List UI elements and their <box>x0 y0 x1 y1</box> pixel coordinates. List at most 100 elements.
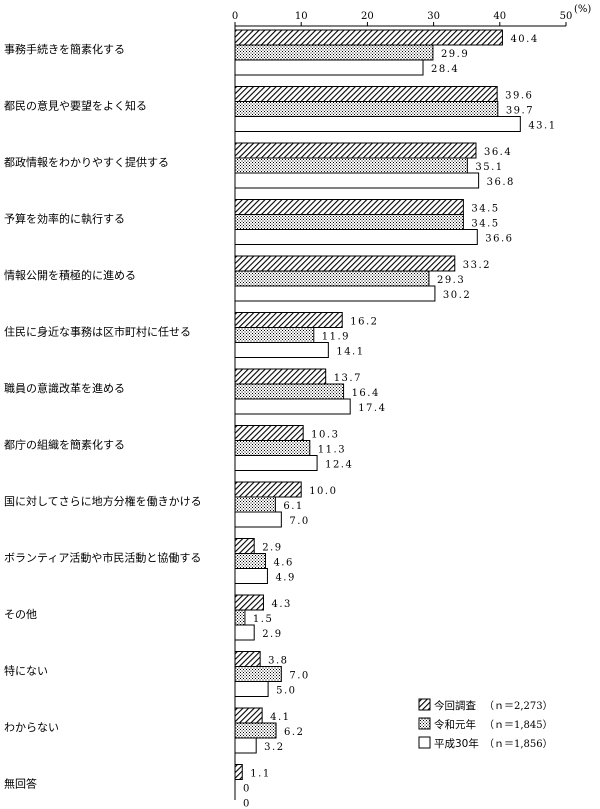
x-tick-label: 20 <box>361 11 374 22</box>
bars <box>234 29 521 780</box>
bar-hatch <box>234 594 264 611</box>
value-labels: 40.4 29.9 28.4 39.6 39.7 43.1 36.4 35.1 36.8 34.5… <box>243 34 555 809</box>
value-label: 3.2 <box>264 742 284 753</box>
category-label: 無回答 <box>4 777 37 791</box>
legend-series-name: 平成30年 <box>434 737 479 750</box>
category-labels: 事務手続きを簡素化する都民の意見や要望をよく知る都政情報をわかりやすく提供する予… <box>4 42 202 791</box>
value-label: 17.4 <box>358 403 386 414</box>
bar-dots <box>234 270 430 287</box>
bar-hatch <box>234 86 498 102</box>
value-label: 4.1 <box>270 712 290 723</box>
value-label: 30.2 <box>443 290 471 301</box>
value-label: 36.8 <box>487 177 515 188</box>
bar-hatch <box>234 142 477 159</box>
bar-dots <box>234 496 276 513</box>
bar-blank <box>234 172 480 189</box>
bar-hatch <box>234 481 302 498</box>
legend: 今回調査 （ｎ＝2,273） 令和元年 （ｎ＝1,845） 平成30年 （ｎ＝1,856） <box>418 698 553 750</box>
value-label: 10.0 <box>309 486 337 497</box>
category-label: 特にない <box>4 664 48 678</box>
unit-label: (%) <box>574 4 591 15</box>
bar-blank <box>234 681 269 697</box>
value-label: 35.1 <box>475 162 503 173</box>
value-label: 14.1 <box>336 347 364 358</box>
value-label: 36.4 <box>484 147 512 158</box>
category-label: 都庁の組織を簡素化する <box>4 438 125 452</box>
legend-series-n: （ｎ＝1,845） <box>484 719 553 731</box>
value-label: 6.2 <box>284 727 304 738</box>
value-label: 1.5 <box>253 614 273 625</box>
value-label: 6.1 <box>283 501 303 512</box>
bar-hatch <box>234 29 503 46</box>
value-label: 28.4 <box>431 64 459 75</box>
value-label: 29.9 <box>441 49 469 60</box>
bar-hatch <box>234 312 343 328</box>
value-label: 13.7 <box>334 373 362 384</box>
bar-hatch <box>234 255 456 272</box>
bar-dots <box>234 666 282 682</box>
x-tick-label: 40 <box>493 11 506 22</box>
bar-blank <box>234 59 424 76</box>
legend-swatch <box>418 717 431 730</box>
category-label: 予算を効率的に執行する <box>4 212 125 226</box>
bar-dots <box>234 157 468 174</box>
bar-blank <box>234 568 268 584</box>
category-label: ボランティア活動や市民活動と協働する <box>4 551 201 565</box>
value-label: 4.9 <box>275 573 295 584</box>
value-label: 0 <box>243 799 251 809</box>
bar-dots <box>234 44 434 61</box>
value-label: 33.2 <box>463 260 491 271</box>
bar-dots <box>234 553 266 569</box>
x-tick-label: 50 <box>560 11 573 22</box>
value-label: 1.1 <box>250 769 270 780</box>
bar-dots <box>234 214 464 230</box>
bar-blank <box>234 511 282 528</box>
legend-series-n: （ｎ＝1,856） <box>484 738 553 750</box>
x-tick-label: 30 <box>427 11 440 22</box>
bar-blank <box>234 624 255 641</box>
value-label: 5.0 <box>276 686 296 697</box>
bar-hatch <box>234 538 255 554</box>
value-label: 11.9 <box>322 332 350 343</box>
x-tick-label: 10 <box>295 11 308 22</box>
value-label: 39.6 <box>505 91 533 102</box>
bar-dots <box>234 440 311 456</box>
value-label: 2.9 <box>262 629 282 640</box>
value-label: 36.6 <box>485 234 513 245</box>
value-label: 40.4 <box>510 34 538 45</box>
category-label: 事務手続きを簡素化する <box>4 42 125 56</box>
category-label: その他 <box>4 608 37 621</box>
bar-blank <box>234 285 436 302</box>
bar-blank <box>234 398 351 415</box>
bar-dots <box>234 722 277 739</box>
legend-series-n: （ｎ＝2,273） <box>484 700 553 712</box>
value-label: 11.3 <box>318 445 346 456</box>
bar-hatch <box>234 764 243 780</box>
value-label: 2.9 <box>262 543 282 554</box>
legend-swatch <box>418 698 431 711</box>
value-label: 10.3 <box>311 430 339 441</box>
legend-swatch <box>418 736 431 749</box>
value-label: 12.4 <box>325 460 353 471</box>
bar-dots <box>234 101 499 117</box>
bar-dots <box>234 383 345 400</box>
value-label: 34.5 <box>471 219 499 230</box>
value-label: 3.8 <box>268 656 288 667</box>
value-label: 4.3 <box>271 599 291 610</box>
category-label: 都政情報をわかりやすく提供する <box>4 155 169 169</box>
legend-series-name: 令和元年 <box>434 718 476 731</box>
value-label: 16.2 <box>350 317 378 328</box>
category-label: 都民の意見や要望をよく知る <box>4 99 147 113</box>
bar-blank <box>234 342 329 358</box>
category-label: 情報公開を積極的に進める <box>4 268 136 282</box>
bar-blank <box>234 229 478 245</box>
category-label: わからない <box>4 721 59 734</box>
value-label: 39.7 <box>506 106 534 117</box>
value-label: 16.4 <box>352 388 380 399</box>
bar-hatch <box>234 651 261 667</box>
bar-blank <box>234 737 257 754</box>
bar-blank <box>234 116 521 132</box>
value-label: 29.3 <box>437 275 465 286</box>
value-label: 4.6 <box>273 558 293 569</box>
